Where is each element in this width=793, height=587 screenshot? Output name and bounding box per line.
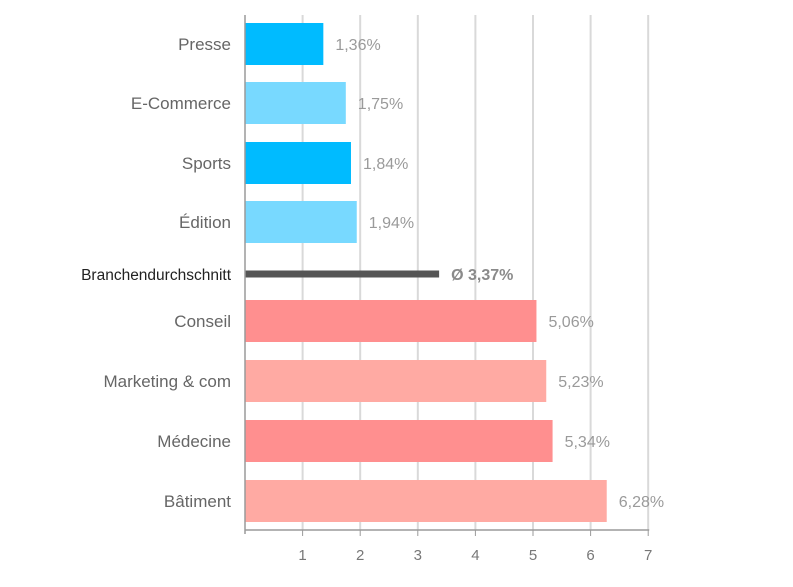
bar xyxy=(245,360,547,402)
value-label: 6,28% xyxy=(619,494,664,511)
category-label: Branchendurchschnitt xyxy=(81,267,232,284)
axis-layer: 1 2 3 4 5 6 7 xyxy=(244,15,652,564)
bar xyxy=(245,142,351,184)
x-tick-label: 5 xyxy=(529,547,537,564)
x-tick-label: 3 xyxy=(414,547,422,564)
value-label: Ø 3,37% xyxy=(451,267,513,284)
value-label: 1,75% xyxy=(358,96,403,113)
bar xyxy=(245,23,324,65)
value-label: 1,36% xyxy=(335,37,380,54)
bar xyxy=(245,420,553,462)
average-bar xyxy=(245,270,440,278)
value-label: 1,94% xyxy=(369,215,414,232)
x-tick-label: 4 xyxy=(471,547,479,564)
bar xyxy=(245,82,346,124)
x-tick-label: 6 xyxy=(586,547,594,564)
bar xyxy=(245,480,607,522)
labels-layer: Presse 1,36% E-Commerce 1,75% Sports 1,84% Édi… xyxy=(81,35,664,511)
category-label: E-Commerce xyxy=(131,94,231,113)
x-tick-label: 1 xyxy=(298,547,306,564)
category-label: Presse xyxy=(178,35,231,54)
value-label: 5,34% xyxy=(565,434,610,451)
bar xyxy=(245,201,357,243)
category-label: Sports xyxy=(182,154,231,173)
category-label: Marketing & com xyxy=(103,372,231,391)
category-label: Édition xyxy=(179,213,231,232)
x-tick-label: 2 xyxy=(356,547,364,564)
value-label: 1,84% xyxy=(363,156,408,173)
category-label: Médecine xyxy=(157,432,231,451)
x-tick-label: 7 xyxy=(644,547,652,564)
bars-layer xyxy=(245,23,607,522)
value-label: 5,06% xyxy=(548,314,593,331)
category-label: Conseil xyxy=(174,312,231,331)
category-label: Bâtiment xyxy=(164,492,231,511)
bar xyxy=(245,300,537,342)
value-label: 5,23% xyxy=(558,374,603,391)
